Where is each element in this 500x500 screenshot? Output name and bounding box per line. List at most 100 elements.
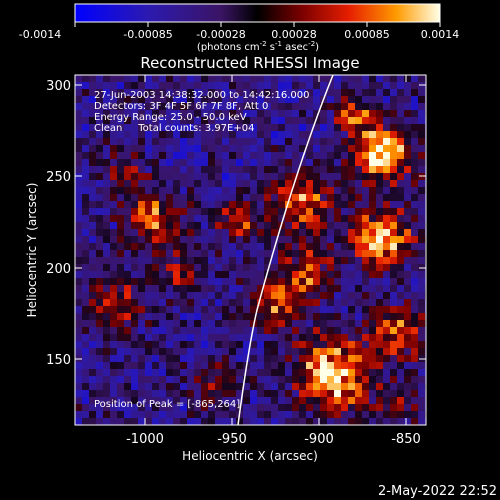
heatmap-pixel [96, 236, 103, 243]
heatmap-pixel [355, 152, 362, 159]
heatmap-pixel [306, 194, 313, 201]
heatmap-pixel [285, 278, 292, 285]
heatmap-pixel [250, 222, 257, 229]
heatmap-pixel [250, 131, 257, 138]
heatmap-pixel [341, 201, 348, 208]
heatmap-pixel [194, 117, 201, 124]
heatmap-pixel [355, 124, 362, 131]
heatmap-pixel [411, 306, 418, 313]
heatmap-pixel [103, 103, 110, 110]
heatmap-pixel [194, 320, 201, 327]
heatmap-pixel [376, 229, 383, 236]
heatmap-pixel [362, 82, 369, 89]
heatmap-pixel [124, 159, 131, 166]
heatmap-pixel [271, 201, 278, 208]
heatmap-pixel [369, 341, 376, 348]
heatmap-pixel [201, 173, 208, 180]
heatmap-pixel [103, 327, 110, 334]
heatmap-pixel [110, 299, 117, 306]
heatmap-pixel [383, 145, 390, 152]
heatmap-pixel [75, 131, 82, 138]
heatmap-pixel [418, 390, 425, 397]
heatmap-pixel [348, 236, 355, 243]
heatmap-pixel [215, 131, 222, 138]
heatmap-pixel [145, 124, 152, 131]
heatmap-pixel [299, 103, 306, 110]
heatmap-pixel [320, 306, 327, 313]
heatmap-pixel [215, 110, 222, 117]
heatmap-pixel [320, 173, 327, 180]
heatmap-pixel [117, 327, 124, 334]
heatmap-pixel [159, 138, 166, 145]
heatmap-pixel [194, 180, 201, 187]
heatmap-pixel [285, 236, 292, 243]
heatmap-pixel [348, 243, 355, 250]
heatmap-pixel [124, 166, 131, 173]
heatmap-pixel [418, 180, 425, 187]
heatmap-pixel [103, 348, 110, 355]
heatmap-pixel [250, 194, 257, 201]
heatmap-pixel [348, 89, 355, 96]
heatmap-pixel [75, 103, 82, 110]
heatmap-pixel [418, 124, 425, 131]
heatmap-pixel [103, 173, 110, 180]
heatmap-pixel [110, 369, 117, 376]
heatmap-pixel [250, 285, 257, 292]
heatmap-pixel [264, 131, 271, 138]
heatmap-pixel [411, 299, 418, 306]
heatmap-pixel [194, 75, 201, 82]
x-axis-ticks [75, 75, 426, 425]
heatmap-pixel [411, 383, 418, 390]
heatmap-pixel [418, 110, 425, 117]
heatmap-pixel [306, 96, 313, 103]
heatmap-pixel [96, 215, 103, 222]
heatmap-pixel [306, 320, 313, 327]
heatmap-pixel [376, 152, 383, 159]
heatmap-pixel [117, 222, 124, 229]
heatmap-pixel [222, 187, 229, 194]
heatmap-pixel [117, 75, 124, 82]
heatmap-pixel [103, 404, 110, 411]
heatmap-pixel [145, 229, 152, 236]
heatmap-pixel [264, 152, 271, 159]
heatmap-pixel [89, 299, 96, 306]
heatmap-pixel [82, 82, 89, 89]
heatmap-pixel [236, 306, 243, 313]
heatmap-pixel [117, 355, 124, 362]
heatmap-pixel [418, 159, 425, 166]
heatmap-pixel [404, 201, 411, 208]
heatmap-pixel [159, 124, 166, 131]
heatmap-pixel [355, 110, 362, 117]
heatmap-pixel [166, 89, 173, 96]
heatmap-pixel [320, 334, 327, 341]
heatmap-pixel [229, 411, 236, 418]
heatmap-pixel [110, 355, 117, 362]
heatmap-pixel [299, 264, 306, 271]
heatmap-pixel [117, 173, 124, 180]
heatmap-pixel [110, 138, 117, 145]
heatmap-pixel [404, 376, 411, 383]
heatmap-pixel [215, 243, 222, 250]
heatmap-pixel [271, 173, 278, 180]
heatmap-pixel [159, 75, 166, 82]
heatmap-pixel [229, 166, 236, 173]
heatmap-pixel [362, 369, 369, 376]
heatmap-pixel [390, 96, 397, 103]
heatmap-pixel [173, 278, 180, 285]
heatmap-pixel [222, 264, 229, 271]
heatmap-pixel [390, 145, 397, 152]
heatmap-pixel [159, 257, 166, 264]
heatmap-pixel [215, 145, 222, 152]
heatmap-pixel [82, 418, 89, 425]
heatmap-pixel [383, 278, 390, 285]
heatmap-pixel [306, 390, 313, 397]
heatmap-pixel [145, 215, 152, 222]
heatmap-pixel [180, 355, 187, 362]
heatmap-pixel [397, 362, 404, 369]
heatmap-pixel [96, 110, 103, 117]
heatmap-pixel [103, 369, 110, 376]
heatmap-pixel [194, 348, 201, 355]
heatmap-pixel [327, 397, 334, 404]
heatmap-pixel [243, 180, 250, 187]
heatmap-pixel [243, 334, 250, 341]
